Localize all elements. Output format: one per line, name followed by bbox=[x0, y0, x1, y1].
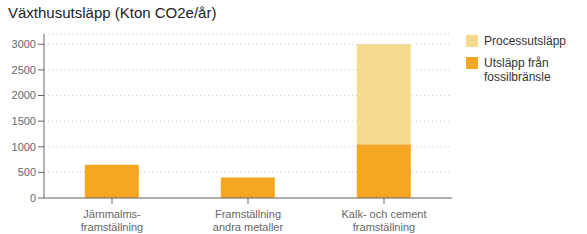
svg-text:Järnmalms-framställning: Järnmalms-framställning bbox=[81, 208, 143, 233]
svg-text:1000: 1000 bbox=[12, 141, 36, 153]
svg-text:3000: 3000 bbox=[12, 38, 36, 50]
html-text:Processutsläpp: Processutsläpp bbox=[484, 34, 566, 48]
html-text:Utsläpp från fossilbränsle: Utsläpp från fossilbränsle bbox=[484, 56, 551, 84]
svg-text:2000: 2000 bbox=[12, 89, 36, 101]
svg-text:Kalk- och cementframställning: Kalk- och cementframställning bbox=[342, 208, 427, 233]
html-text:Växthusutsläpp (Kton CO2e/år): Växthusutsläpp (Kton CO2e/år) bbox=[8, 4, 217, 21]
svg-text:Framställningandra metaller: Framställningandra metaller bbox=[213, 208, 284, 233]
svg-text:1500: 1500 bbox=[12, 115, 36, 127]
svg-text:0: 0 bbox=[30, 192, 36, 204]
svg-text:500: 500 bbox=[18, 166, 36, 178]
svg-text:2500: 2500 bbox=[12, 64, 36, 76]
